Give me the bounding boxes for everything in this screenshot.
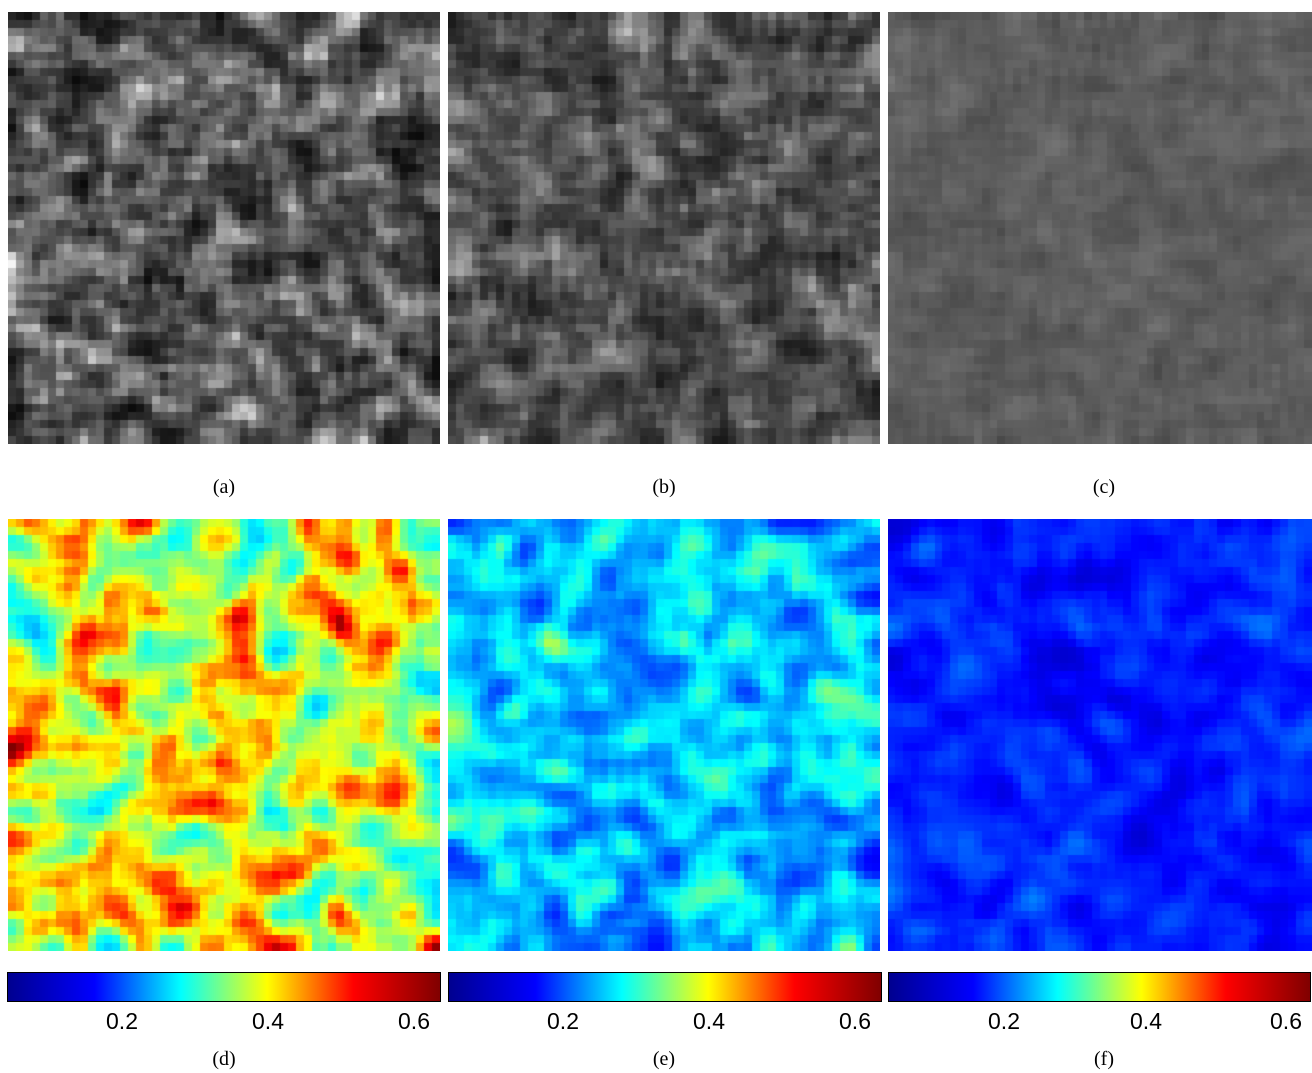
tick-label: 0.2	[106, 1008, 138, 1034]
caption-a: (a)	[212, 476, 236, 498]
image-panel-a	[8, 12, 440, 444]
caption-f: (f)	[1094, 1048, 1114, 1070]
colorbar-ticks-f: 0.2 0.4 0.6	[888, 1008, 1311, 1040]
colorbar-f	[888, 972, 1311, 1002]
tick-label: 0.4	[252, 1008, 284, 1034]
heatmap-panel-e	[448, 519, 880, 951]
image-panel-b	[448, 12, 880, 444]
colorbar-ticks-d: 0.2 0.4 0.6	[7, 1008, 441, 1040]
colorbar-e	[448, 972, 882, 1002]
image-panel-c	[888, 12, 1312, 444]
caption-c: (c)	[1092, 476, 1116, 498]
tick-label: 0.6	[398, 1008, 430, 1034]
caption-b: (b)	[652, 476, 676, 498]
tick-label: 0.2	[547, 1008, 579, 1034]
tick-label: 0.4	[1130, 1008, 1162, 1034]
heatmap-panel-d	[8, 519, 440, 951]
colorbar-ticks-e: 0.2 0.4 0.6	[448, 1008, 882, 1040]
colorbar-d	[7, 972, 441, 1002]
caption-d: (d)	[212, 1048, 236, 1070]
tick-label: 0.6	[1270, 1008, 1302, 1034]
tick-label: 0.4	[693, 1008, 725, 1034]
tick-label: 0.2	[988, 1008, 1020, 1034]
tick-label: 0.6	[839, 1008, 871, 1034]
heatmap-panel-f	[888, 519, 1312, 951]
caption-e: (e)	[652, 1048, 676, 1070]
